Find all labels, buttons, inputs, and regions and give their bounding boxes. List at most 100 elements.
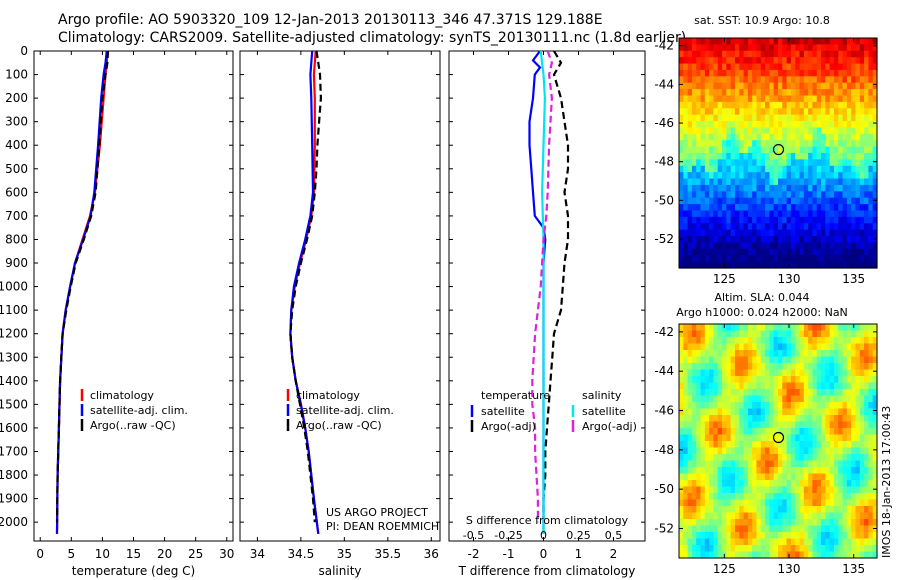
sst-map-cell: [765, 261, 770, 269]
sst-map-cell: [730, 184, 736, 192]
sla-map-cell: [855, 330, 861, 338]
sla-map-cell: [833, 356, 839, 364]
sla-map-cell: [696, 389, 702, 397]
sst-map-cell: [872, 236, 878, 244]
sst-map-cell: [700, 255, 706, 263]
sla-map-cell: [743, 428, 749, 436]
sst-map-cell: [859, 216, 865, 224]
sst-map-cell: [846, 95, 852, 103]
sla-map-cell: [868, 421, 874, 429]
sla-map-cell: [743, 415, 749, 423]
sla-map-cell: [778, 532, 783, 540]
sla-map-cell: [829, 519, 835, 527]
sla-map-cell: [722, 421, 727, 429]
sst-map-cell: [868, 44, 874, 52]
sst-map-cell: [765, 191, 770, 199]
sla-map-cell: [795, 486, 801, 494]
sst-map-cell: [790, 159, 796, 167]
sst-map-cell: [808, 242, 814, 250]
sst-map-cell: [747, 153, 753, 160]
sst-map-cell: [769, 69, 775, 77]
sst-map-cell: [872, 255, 878, 263]
sst-map-cell: [747, 82, 753, 90]
sst-map-cell: [846, 172, 852, 180]
sla-map-cell: [734, 538, 740, 546]
sst-map-cell: [851, 204, 857, 212]
sla-map-cell: [851, 337, 857, 345]
sst-map-cell: [713, 255, 719, 263]
sla-map-cell: [765, 460, 770, 468]
sst-map-cell: [821, 153, 826, 160]
sla-map-cell: [812, 421, 818, 429]
sst-map-cell: [812, 255, 818, 263]
sst-map-cell: [752, 165, 758, 173]
sst-map-cell: [855, 223, 861, 231]
sla-map-cell: [726, 350, 732, 358]
sla-map-cell: [713, 460, 719, 468]
sst-map-cell: [808, 89, 814, 97]
sst-map-cell: [679, 229, 684, 237]
sla-map-cell: [687, 337, 693, 345]
sst-map-cell: [872, 101, 878, 109]
sst-map-cell: [691, 184, 697, 192]
sla-map-cell: [812, 532, 818, 540]
sla-map-cell: [726, 324, 732, 332]
sla-map-cell: [687, 441, 693, 449]
sst-map-cell: [790, 121, 796, 129]
sla-map-cell: [726, 467, 732, 475]
sla-map-cell: [868, 389, 874, 397]
sst-map-cell: [816, 204, 822, 212]
sla-map-cell: [756, 376, 762, 384]
sla-map-cell: [769, 363, 775, 371]
sla-map-cell: [829, 363, 835, 371]
sst-map-cell: [846, 159, 852, 167]
sla-map-cell: [859, 350, 865, 358]
sla-map-cell: [846, 499, 852, 507]
diff-series-3: [531, 50, 554, 523]
sla-map-cell: [734, 519, 740, 527]
sst-map-cell: [773, 197, 779, 205]
sst-map-cell: [683, 248, 689, 256]
sst-map-cell: [816, 50, 822, 58]
sst-map-cell: [868, 229, 874, 237]
sst-map-cell: [687, 89, 693, 97]
sla-map-cell: [795, 551, 801, 559]
sst-map-cell: [846, 50, 852, 58]
sst-map-cell: [833, 121, 839, 129]
sst-map-cell: [855, 216, 861, 224]
sst-map-cell: [765, 197, 770, 205]
sst-lat-tick-label: -48: [654, 155, 674, 169]
sst-map-cell: [786, 50, 792, 58]
sst-map-cell: [812, 133, 818, 141]
sla-map-cell: [846, 480, 852, 488]
sla-map-cell: [713, 428, 719, 436]
sst-map-cell: [747, 89, 753, 97]
sst-map-cell: [778, 159, 783, 167]
sst-map-cell: [747, 184, 753, 192]
sla-map-cell: [778, 415, 783, 423]
sla-map-cell: [709, 532, 715, 540]
sal-series-1: [289, 50, 320, 535]
sst-map-cell: [704, 255, 710, 263]
sst-map-cell: [778, 261, 783, 269]
sla-map-cell: [765, 376, 770, 384]
sla-map-cell: [717, 324, 723, 332]
sla-map-cell: [709, 441, 715, 449]
sst-map-cell: [717, 229, 723, 237]
sla-map-cell: [864, 363, 869, 371]
sst-map-cell: [808, 210, 814, 218]
sst-map-cell: [799, 204, 805, 212]
sla-map-cell: [859, 408, 865, 416]
sla-map-cell: [825, 473, 831, 481]
sla-map-cell: [730, 408, 736, 416]
sst-map-cell: [683, 38, 689, 45]
sst-map-cell: [747, 57, 753, 65]
sst-map-cell: [859, 44, 865, 52]
depth-tick-label: 1300: [0, 350, 28, 364]
sst-map-cell: [683, 89, 689, 97]
sst-map-cell: [846, 261, 852, 269]
sst-map-cell: [821, 223, 826, 231]
sst-map-cell: [838, 44, 844, 52]
sla-map-cell: [799, 460, 805, 468]
sla-map-cell: [691, 389, 697, 397]
